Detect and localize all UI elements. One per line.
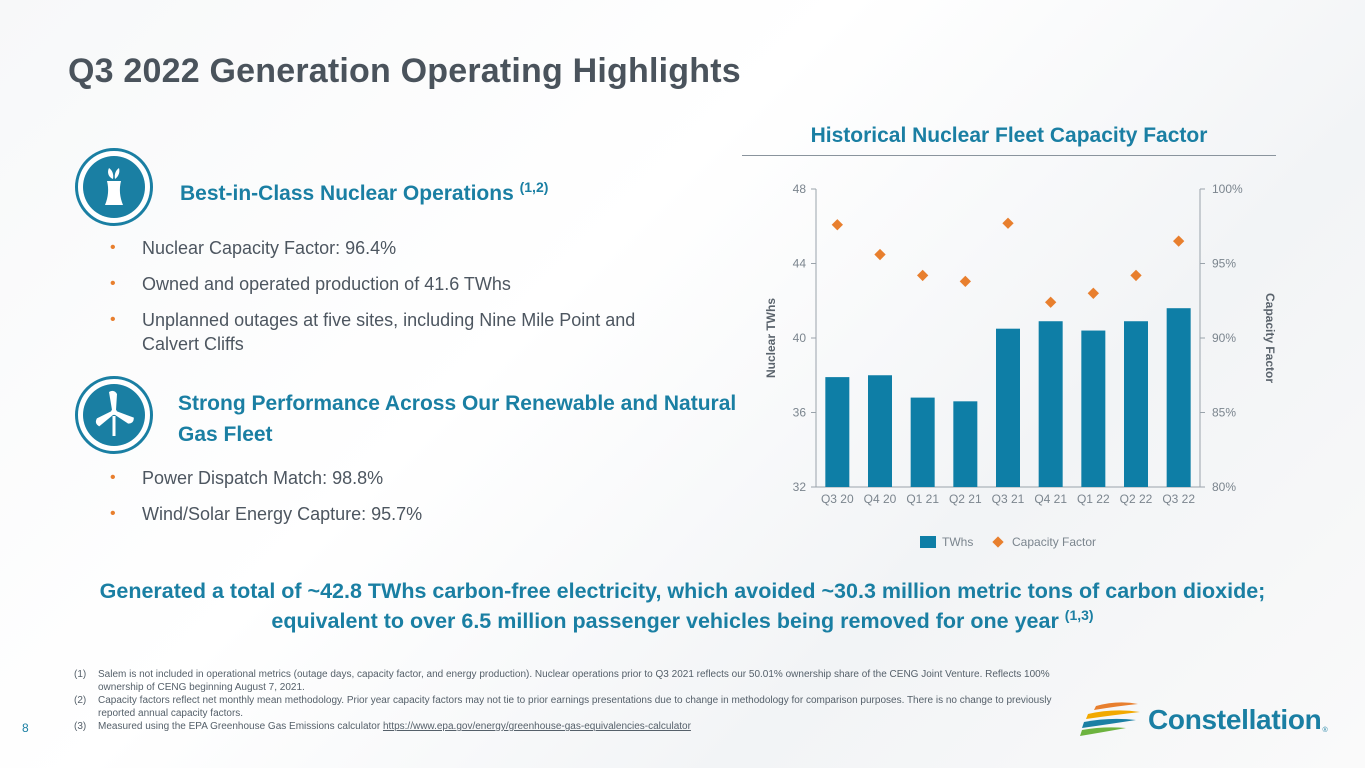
x-tick-label: Q1 22 (1077, 492, 1110, 506)
chart-bar (1166, 308, 1191, 487)
capacity-factor-marker (1173, 235, 1185, 247)
right-tick-label: 95% (1212, 257, 1236, 271)
right-tick-label: 100% (1212, 182, 1243, 196)
capacity-factor-marker (831, 219, 843, 231)
renewable-section-heading: Strong Performance Across Our Renewable … (178, 392, 737, 446)
chart-bar (1038, 321, 1063, 487)
y-axis-title: Nuclear TWhs (764, 298, 778, 378)
list-item: Nuclear Capacity Factor: 96.4% (110, 236, 670, 260)
y2-axis-title: Capacity Factor (1263, 293, 1276, 383)
capacity-factor-marker (917, 269, 929, 282)
chart-bar (1124, 321, 1148, 487)
chart-bar (868, 375, 892, 487)
legend-label-twhs: TWhs (942, 535, 973, 549)
x-tick-label: Q4 21 (1034, 492, 1067, 506)
footnote: (1) Salem is not included in operational… (74, 669, 1050, 693)
x-tick-label: Q3 21 (992, 492, 1025, 506)
chart-bar (953, 401, 978, 487)
chart-bar (1081, 330, 1106, 487)
footnotes: (1) Salem is not included in operational… (74, 668, 1074, 733)
capacity-factor-marker (874, 248, 886, 261)
capacity-factor-marker (959, 275, 971, 288)
right-tick-label: 85% (1212, 406, 1236, 420)
x-tick-label: Q2 22 (1120, 492, 1153, 506)
x-tick-label: Q4 20 (864, 492, 897, 506)
left-tick-label: 44 (793, 257, 807, 271)
constellation-logo-icon (1080, 702, 1140, 736)
constellation-logo: Constellation ® (1078, 700, 1328, 740)
wind-turbine-icon (75, 376, 153, 454)
chart-title: Historical Nuclear Fleet Capacity Factor (810, 124, 1208, 147)
footnote: (2) Capacity factors reflect net monthly… (74, 695, 1052, 719)
left-tick-label: 40 (793, 331, 807, 345)
epa-calculator-link[interactable]: https://www.epa.gov/energy/greenhouse-ga… (382, 721, 691, 732)
capacity-factor-chart: 32 36 40 44 48 80% 85% 90% 95% 100% Nuclear TWhs Ca… (764, 182, 1276, 549)
list-item: Power Dispatch Match: 98.8% (110, 466, 670, 490)
list-item: Owned and operated production of 41.6 TW… (110, 272, 670, 296)
legend-swatch-twhs (920, 536, 936, 548)
right-tick-label: 90% (1212, 331, 1236, 345)
logo-wordmark: Constellation (1148, 704, 1322, 735)
x-tick-label: Q3 22 (1162, 492, 1195, 506)
chart-bar (825, 377, 850, 487)
page-number: 8 (22, 721, 29, 735)
chart-bar (910, 397, 935, 487)
x-tick-label: Q2 21 (949, 492, 982, 506)
footnote: (3) Measured using the EPA Greenhouse Ga… (74, 721, 691, 732)
chart-title-divider (742, 155, 1276, 156)
left-tick-label: 36 (793, 406, 807, 420)
left-tick-label: 48 (793, 182, 807, 196)
list-item: Unplanned outages at five sites, includi… (110, 308, 662, 356)
x-tick-label: Q3 20 (821, 492, 854, 506)
registered-mark: ® (1322, 727, 1328, 734)
legend-label-capacity-factor: Capacity Factor (1012, 535, 1096, 549)
capacity-factor-marker (1045, 296, 1057, 308)
capacity-factor-marker (1087, 287, 1099, 299)
nuclear-section-heading: Best-in-Class Nuclear Operations (1,2) (180, 179, 549, 205)
summary-statement: Generated a total of ~42.8 TWhs carbon-f… (99, 579, 1266, 633)
capacity-factor-marker (1130, 269, 1142, 282)
capacity-factor-marker (1002, 217, 1014, 229)
list-item: Wind/Solar Energy Capture: 95.7% (110, 502, 670, 526)
x-tick-label: Q1 21 (906, 492, 939, 506)
legend-swatch-capacity-factor (992, 536, 1004, 548)
renewable-bullet-list: Power Dispatch Match: 98.8% Wind/Solar E… (110, 466, 670, 538)
chart-bar (996, 328, 1020, 487)
nuclear-plant-icon (75, 148, 153, 226)
page-title: Q3 2022 Generation Operating Highlights (68, 52, 741, 90)
right-tick-label: 80% (1212, 480, 1236, 494)
left-tick-label: 32 (793, 480, 807, 494)
nuclear-bullet-list: Nuclear Capacity Factor: 96.4% Owned and… (110, 236, 670, 368)
